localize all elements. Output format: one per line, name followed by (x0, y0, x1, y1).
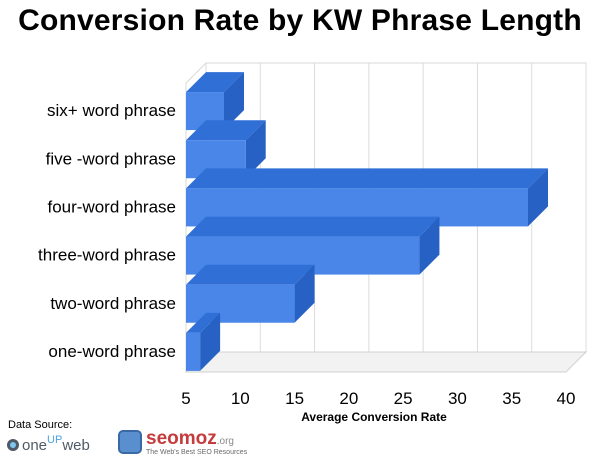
seomoz-badge-icon (118, 430, 142, 454)
x-tick-label: 15 (285, 389, 304, 408)
bar-side (419, 216, 440, 275)
bar-top (186, 312, 221, 333)
bar-top (186, 72, 244, 93)
bar-side (224, 72, 244, 131)
bars (186, 72, 548, 371)
oneupweb-text-web: web (62, 436, 90, 454)
seomoz-tld: .org (216, 435, 234, 447)
x-tick-label: 35 (502, 389, 521, 408)
bar-top (186, 264, 315, 285)
bar-front (186, 332, 201, 371)
oneupweb-mark-icon (7, 439, 19, 451)
category-label: one-word phrase (48, 342, 176, 361)
oneupweb-text-up: UP (47, 434, 63, 446)
floor-plane (184, 351, 588, 373)
bar-side (200, 312, 221, 371)
x-tick-label: 5 (181, 389, 190, 408)
bar-side (528, 168, 548, 227)
x-tick-label: 20 (339, 389, 358, 408)
category-label: four-word phrase (47, 197, 176, 216)
seomoz-brand: seomoz.org (146, 429, 247, 448)
chart-title: Conversion Rate by KW Phrase Length (18, 4, 582, 37)
data-source-label: Data Source: (8, 419, 73, 431)
seomoz-tagline: The Web's Best SEO Resources (146, 448, 248, 456)
category-label: three-word phrase (38, 246, 176, 265)
x-tick-label: 25 (394, 389, 413, 408)
x-tick-labels: 5 10 15 20 25 30 35 40 (181, 389, 575, 408)
bar-top (186, 168, 548, 189)
bar-side (245, 120, 266, 179)
seomoz-logo: seomoz.org The Web's Best SEO Resources (118, 427, 247, 457)
chart-floor (184, 351, 588, 373)
bar (186, 312, 221, 371)
x-axis-label: Average Conversion Rate (301, 410, 447, 424)
x-tick-label: 10 (231, 389, 250, 408)
seomoz-brand-text: seomoz (146, 427, 217, 449)
category-label: six+ word phrase (47, 101, 176, 120)
bar (186, 264, 315, 323)
bar-side (294, 264, 315, 323)
left-wall-top-edge (185, 62, 207, 84)
category-labels: six+ word phrase five -word phrase four-wo… (38, 101, 176, 361)
x-tick-label: 40 (557, 389, 576, 408)
oneupweb-text-one: one (22, 436, 48, 454)
category-label: two-word phrase (50, 294, 176, 313)
x-tick-label: 30 (448, 389, 467, 408)
category-label: five -word phrase (46, 149, 176, 168)
oneupweb-logo: one UP web (6, 434, 90, 456)
bar-top (186, 120, 266, 141)
bar-top (186, 216, 440, 237)
